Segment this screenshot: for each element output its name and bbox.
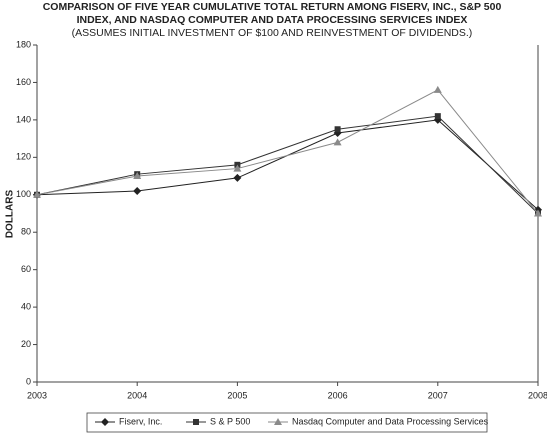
- y-tick-label: 100: [16, 189, 31, 199]
- x-tick-label: 2003: [27, 390, 47, 400]
- chart-subtitle: (ASSUMES INITIAL INVESTMENT OF $100 AND …: [72, 27, 473, 39]
- y-tick-label: 40: [21, 301, 31, 311]
- y-tick-label: 140: [16, 114, 31, 124]
- legend-label: S & P 500: [210, 416, 250, 426]
- y-tick-label: 120: [16, 152, 31, 162]
- series-line: [36, 115, 539, 214]
- chart-title: COMPARISON OF FIVE YEAR CUMULATIVE TOTAL…: [43, 1, 502, 13]
- y-tick-label: 60: [21, 264, 31, 274]
- marker: [101, 418, 109, 426]
- marker: [233, 173, 242, 182]
- legend-label: Nasdaq Computer and Data Processing Serv…: [292, 416, 489, 426]
- marker: [434, 113, 441, 120]
- chart-title: INDEX, AND NASDAQ COMPUTER AND DATA PROC…: [77, 14, 468, 26]
- y-tick-label: 160: [16, 77, 31, 87]
- marker: [333, 138, 342, 146]
- marker: [33, 190, 41, 198]
- marker: [233, 164, 242, 172]
- marker: [334, 126, 341, 133]
- y-tick-label: 80: [21, 227, 31, 237]
- y-tick-label: 0: [26, 376, 31, 386]
- legend-box: [86, 412, 488, 433]
- marker: [433, 85, 442, 93]
- marker: [133, 187, 142, 196]
- series-line: [36, 119, 539, 211]
- marker: [193, 419, 199, 425]
- y-tick-label: 180: [16, 39, 31, 49]
- y-axis-label: DOLLARS: [5, 190, 16, 239]
- x-tick-label: 2008: [528, 390, 547, 400]
- x-tick-label: 2004: [127, 390, 147, 400]
- x-tick-label: 2005: [227, 390, 247, 400]
- marker: [133, 172, 142, 180]
- marker: [274, 418, 282, 425]
- x-tick-label: 2006: [328, 390, 348, 400]
- y-tick-label: 20: [21, 339, 31, 349]
- legend-label: Fiserv, Inc.: [119, 416, 162, 426]
- series-line: [36, 89, 539, 214]
- x-tick-label: 2007: [428, 390, 448, 400]
- marker: [534, 209, 542, 217]
